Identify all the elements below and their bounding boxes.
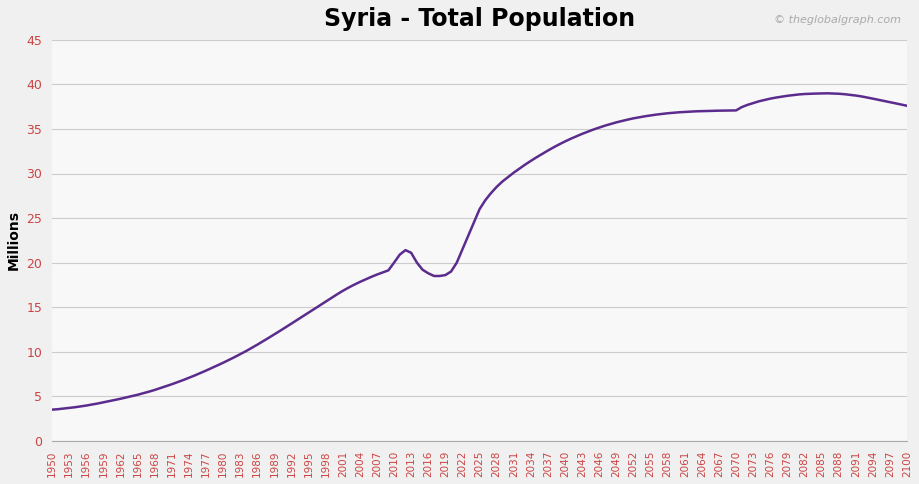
- Title: Syria - Total Population: Syria - Total Population: [324, 7, 635, 31]
- Text: © theglobalgraph.com: © theglobalgraph.com: [774, 15, 901, 25]
- Y-axis label: Millions: Millions: [7, 211, 21, 271]
